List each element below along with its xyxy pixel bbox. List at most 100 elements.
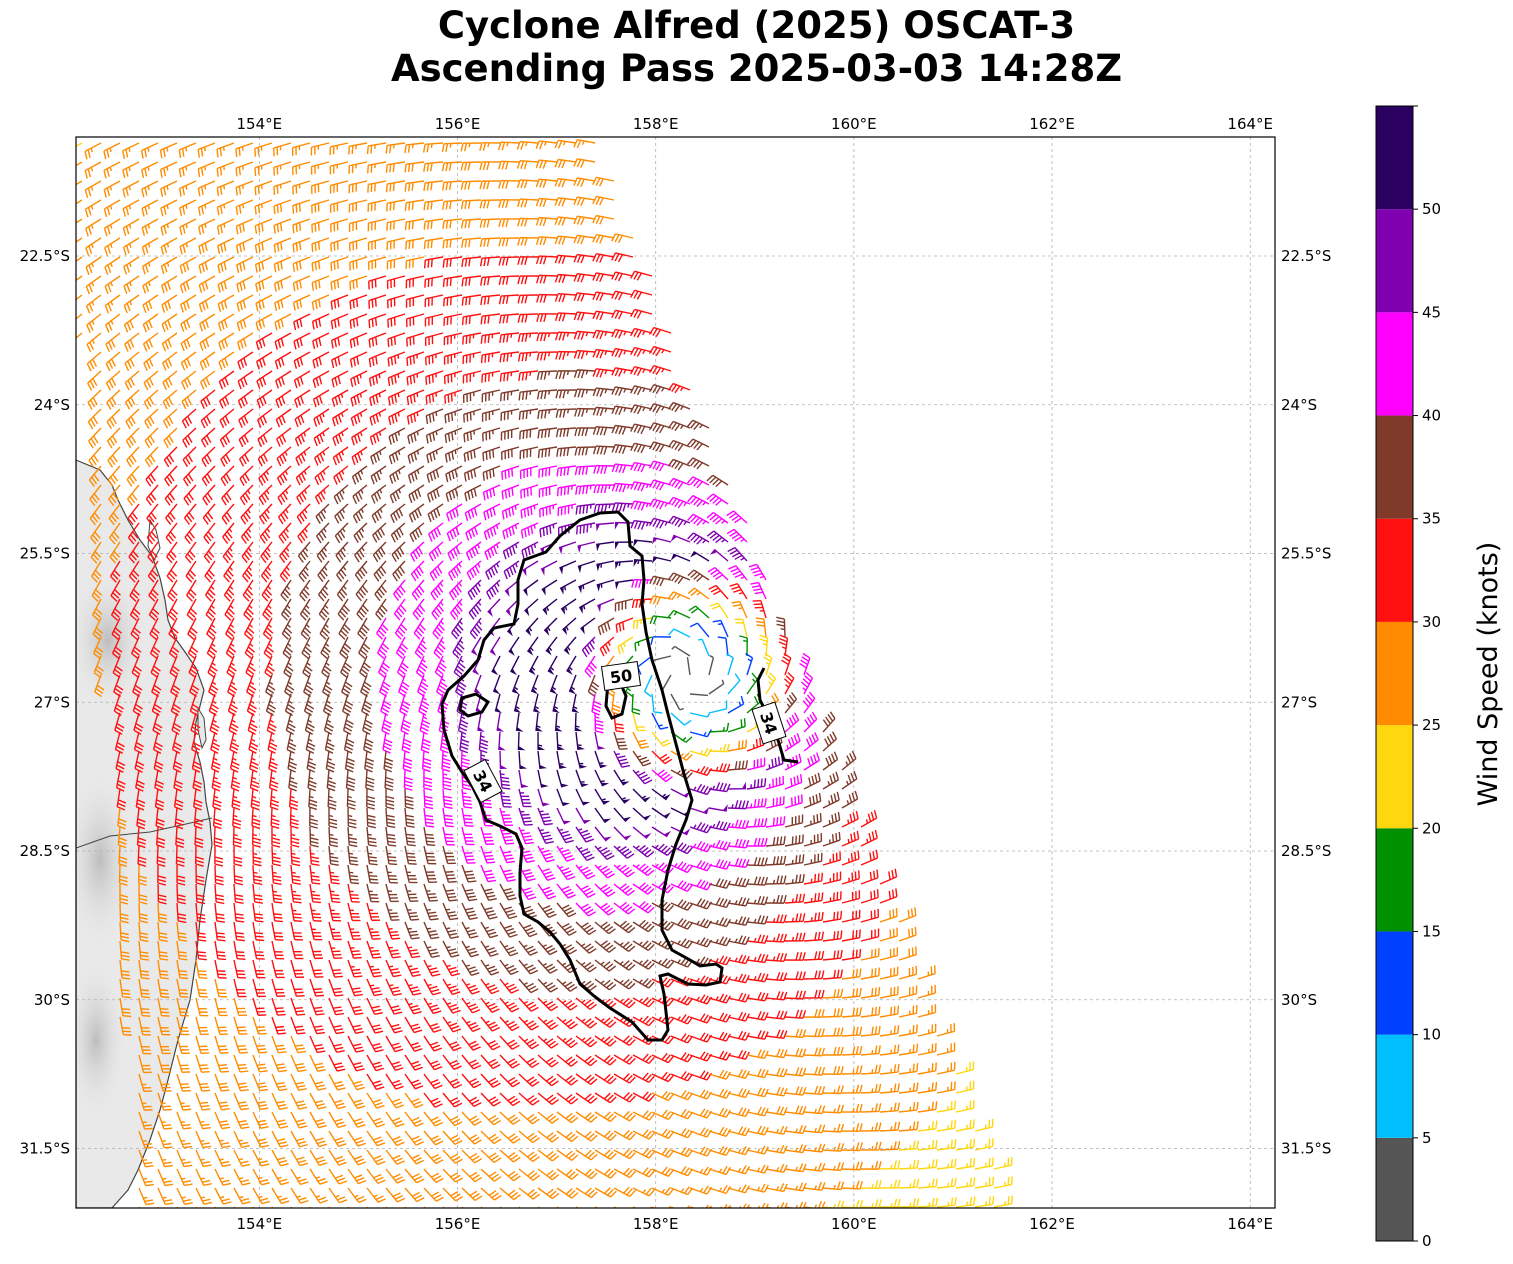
wind-barb xyxy=(329,180,349,194)
wind-barb xyxy=(258,484,273,506)
lat-tick-label: 24°S xyxy=(34,396,70,414)
wind-barb xyxy=(385,180,406,193)
wind-barb xyxy=(220,446,235,467)
wind-barb xyxy=(686,419,710,431)
wind-barb xyxy=(126,484,140,506)
wind-barb xyxy=(103,142,121,160)
wind-barb xyxy=(76,218,83,224)
wind-barb xyxy=(143,370,159,391)
wind-barb xyxy=(330,256,349,272)
wind-barb xyxy=(141,161,159,178)
wind-barb xyxy=(517,236,539,246)
wind-barb xyxy=(554,139,577,149)
wind-barb xyxy=(406,332,425,347)
wind-barb xyxy=(554,235,577,245)
wind-barb xyxy=(422,142,444,153)
wind-barb xyxy=(518,389,539,401)
wind-barb xyxy=(371,484,387,504)
wind-barb xyxy=(160,199,178,217)
wind-barb xyxy=(311,218,330,233)
wind-barb xyxy=(197,199,216,216)
wind-barb xyxy=(592,406,615,417)
lon-ticks-top: 154°E 156°E 158°E 160°E 162°E 164°E xyxy=(237,115,1274,133)
wind-barb xyxy=(350,389,368,407)
lon-tick-label: 160°E xyxy=(831,115,877,133)
wind-barb xyxy=(611,424,634,435)
wind-barb xyxy=(592,310,615,321)
colorbar-bin xyxy=(1376,1137,1413,1241)
wind-barb xyxy=(481,370,501,383)
wind-barb xyxy=(573,272,596,283)
wind-barb xyxy=(516,198,539,208)
wind-barb xyxy=(537,427,558,439)
wind-barb xyxy=(462,332,482,345)
wind-barb xyxy=(441,180,463,191)
wind-barb xyxy=(516,160,539,170)
wind-barb xyxy=(686,438,710,451)
wind-barb xyxy=(498,179,520,189)
wind-barb xyxy=(182,427,197,448)
wind-barb xyxy=(554,312,577,322)
wind-barb xyxy=(350,408,368,427)
wind-barb xyxy=(406,408,425,425)
wind-barb xyxy=(292,218,311,234)
wind-barb xyxy=(463,446,482,462)
wind-barb xyxy=(161,332,178,352)
wind-barb xyxy=(424,294,444,308)
lon-tick-label: 158°E xyxy=(633,115,679,133)
wind-barb xyxy=(388,446,406,465)
wind-barb xyxy=(369,408,387,426)
wind-barb xyxy=(141,180,159,198)
wind-barb xyxy=(706,474,729,488)
wind-barb xyxy=(292,256,311,272)
wind-barb xyxy=(648,403,672,414)
wind-barb xyxy=(142,275,159,294)
title-line-2: Ascending Pass 2025-03-03 14:28Z xyxy=(390,47,1123,90)
wind-barb xyxy=(236,332,254,351)
wind-barb xyxy=(216,142,235,158)
wind-barb xyxy=(108,503,121,526)
wind-barb xyxy=(442,275,463,288)
wind-barb xyxy=(480,351,501,364)
wind-barb xyxy=(498,275,520,285)
wind-barb xyxy=(611,444,634,454)
wind-barb xyxy=(611,386,634,396)
wind-barb xyxy=(537,408,558,419)
wind-barb xyxy=(235,237,254,254)
wind-barb xyxy=(311,256,330,272)
wind-barb xyxy=(178,180,197,197)
wind-barb xyxy=(181,370,197,390)
wind-barb xyxy=(86,351,102,372)
wind-barb xyxy=(273,142,292,157)
wind-barb xyxy=(197,142,216,158)
lat-tick-label: 24°S xyxy=(1281,396,1317,414)
wind-barb xyxy=(501,484,520,500)
wind-barb xyxy=(629,289,653,300)
wind-barb xyxy=(536,313,558,323)
wind-barb xyxy=(273,218,292,234)
wind-barb xyxy=(426,465,444,483)
wind-barb xyxy=(315,503,330,524)
wind-barb xyxy=(348,180,368,194)
wind-barb xyxy=(592,233,615,244)
wind-barb xyxy=(198,237,216,255)
wind-barb xyxy=(161,294,178,313)
wind-barb xyxy=(273,237,292,253)
colorbar-tick-label: 0 xyxy=(1422,1232,1432,1250)
wind-barb xyxy=(518,1206,522,1208)
wind-barb xyxy=(84,199,102,218)
wind-barb xyxy=(574,465,596,476)
wind-barb xyxy=(424,332,444,346)
wind-barb xyxy=(330,218,349,233)
wind-barb xyxy=(330,275,349,291)
wind-barb xyxy=(390,503,406,523)
lon-tick-label: 154°E xyxy=(237,115,283,133)
wind-barb xyxy=(219,427,235,448)
wind-barb xyxy=(517,275,539,285)
wind-barb xyxy=(387,389,406,406)
wind-barb xyxy=(501,465,520,480)
chart-title: Cyclone Alfred (2025) OSCAT-3 Ascending … xyxy=(0,4,1513,90)
wind-barb xyxy=(123,256,140,275)
wind-barb xyxy=(592,348,615,359)
wind-barb xyxy=(219,408,235,429)
